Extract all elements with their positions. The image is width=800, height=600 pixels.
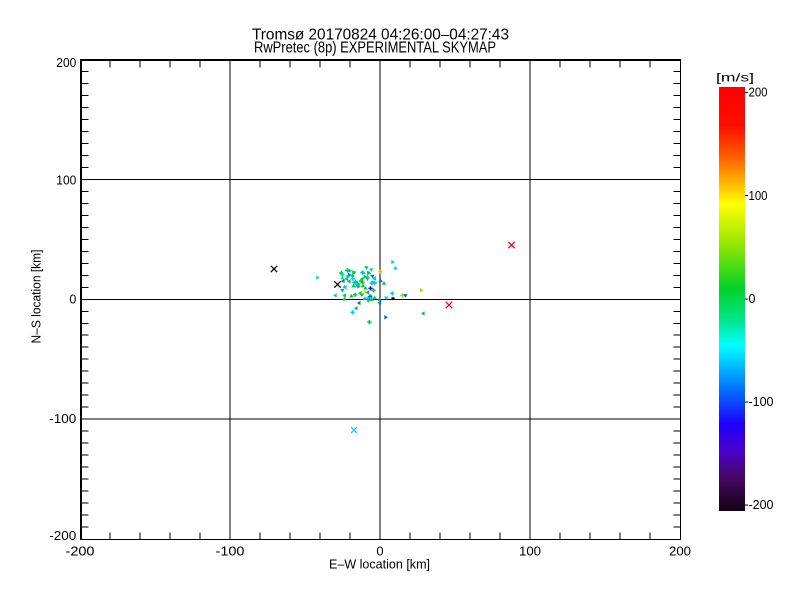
svg-text:-100: -100 (216, 544, 245, 559)
svg-text:0: 0 (749, 292, 756, 306)
svg-text:100: 100 (749, 189, 768, 203)
svg-text:-200: -200 (66, 544, 95, 559)
svg-text:-200: -200 (49, 529, 76, 543)
svg-text:-100: -100 (49, 412, 76, 426)
svg-text:RwPretec (8p) EXPERIMENTAL SKY: RwPretec (8p) EXPERIMENTAL SKYMAP (254, 39, 496, 56)
svg-text:0: 0 (376, 544, 383, 559)
svg-text:Tromsø 20170824 04:26:00–04:27: Tromsø 20170824 04:26:00–04:27:43 (252, 27, 509, 44)
svg-text:100: 100 (56, 173, 76, 187)
svg-text:0: 0 (69, 292, 76, 306)
svg-text:-100: -100 (749, 395, 774, 409)
svg-text:200: 200 (56, 56, 76, 70)
svg-text:-200: -200 (749, 498, 774, 512)
svg-text:200: 200 (669, 544, 691, 559)
svg-text:100: 100 (519, 544, 541, 559)
svg-text:N–S location [km]: N–S location [km] (29, 250, 44, 344)
svg-text:E–W location [km]: E–W location [km] (329, 557, 430, 572)
svg-text:[m/s]: [m/s] (716, 71, 754, 85)
svg-text:200: 200 (749, 86, 768, 100)
